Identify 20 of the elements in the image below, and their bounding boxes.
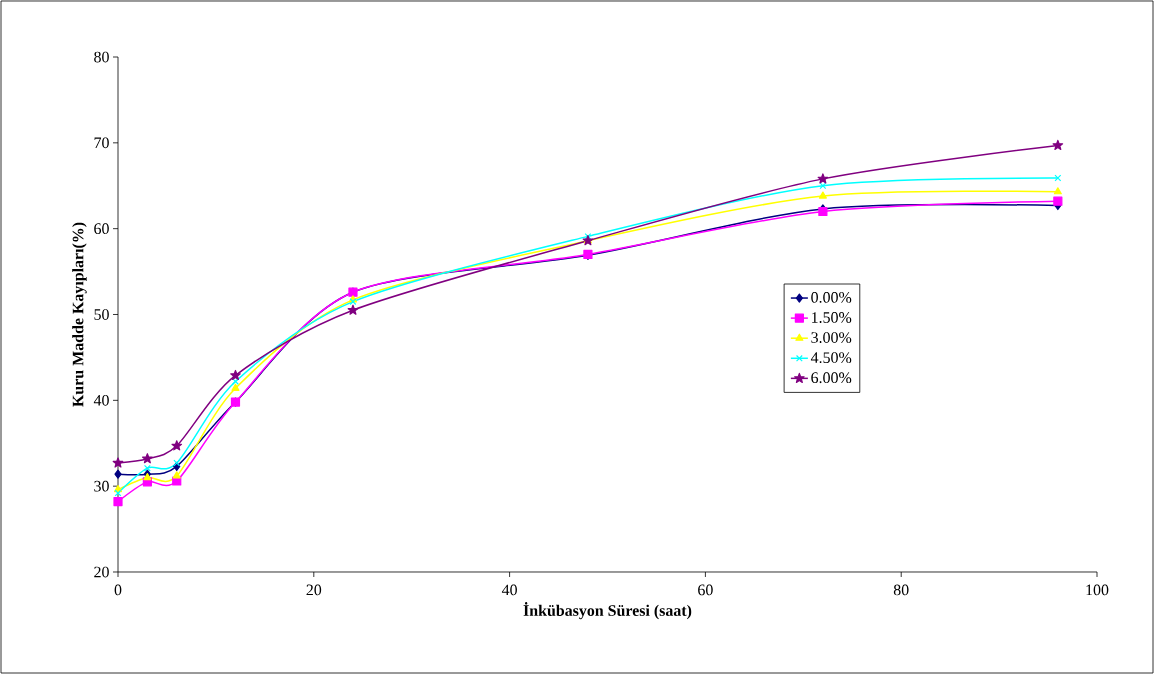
x-tick-label: 0: [114, 584, 122, 596]
y-tick-label: 70: [94, 137, 109, 149]
x-axis-title: İnkübasyon Süresi (saat): [523, 602, 692, 620]
legend-label: 3.00%: [811, 332, 852, 343]
y-tick-label: 20: [94, 566, 109, 578]
x-tick-label: 60: [698, 584, 713, 596]
y-axis-title: Kuru Madde Kayıpları(%): [72, 222, 87, 407]
y-tick-label: 80: [94, 51, 109, 63]
x-tick-label: 20: [306, 584, 322, 596]
x-tick-label: 80: [893, 584, 909, 596]
y-tick-label: 60: [94, 223, 109, 235]
legend-label: 4.50%: [810, 352, 852, 364]
legend-label: 6.00%: [811, 372, 852, 384]
y-tick-label: 40: [93, 394, 109, 406]
legend-label: 0.00%: [811, 292, 852, 303]
legend-label: 1.50%: [812, 312, 852, 323]
x-tick-label: 40: [501, 584, 517, 596]
y-tick-label: 30: [94, 480, 109, 492]
y-tick-label: 50: [94, 309, 109, 320]
x-tick-label: 100: [1086, 584, 1109, 596]
